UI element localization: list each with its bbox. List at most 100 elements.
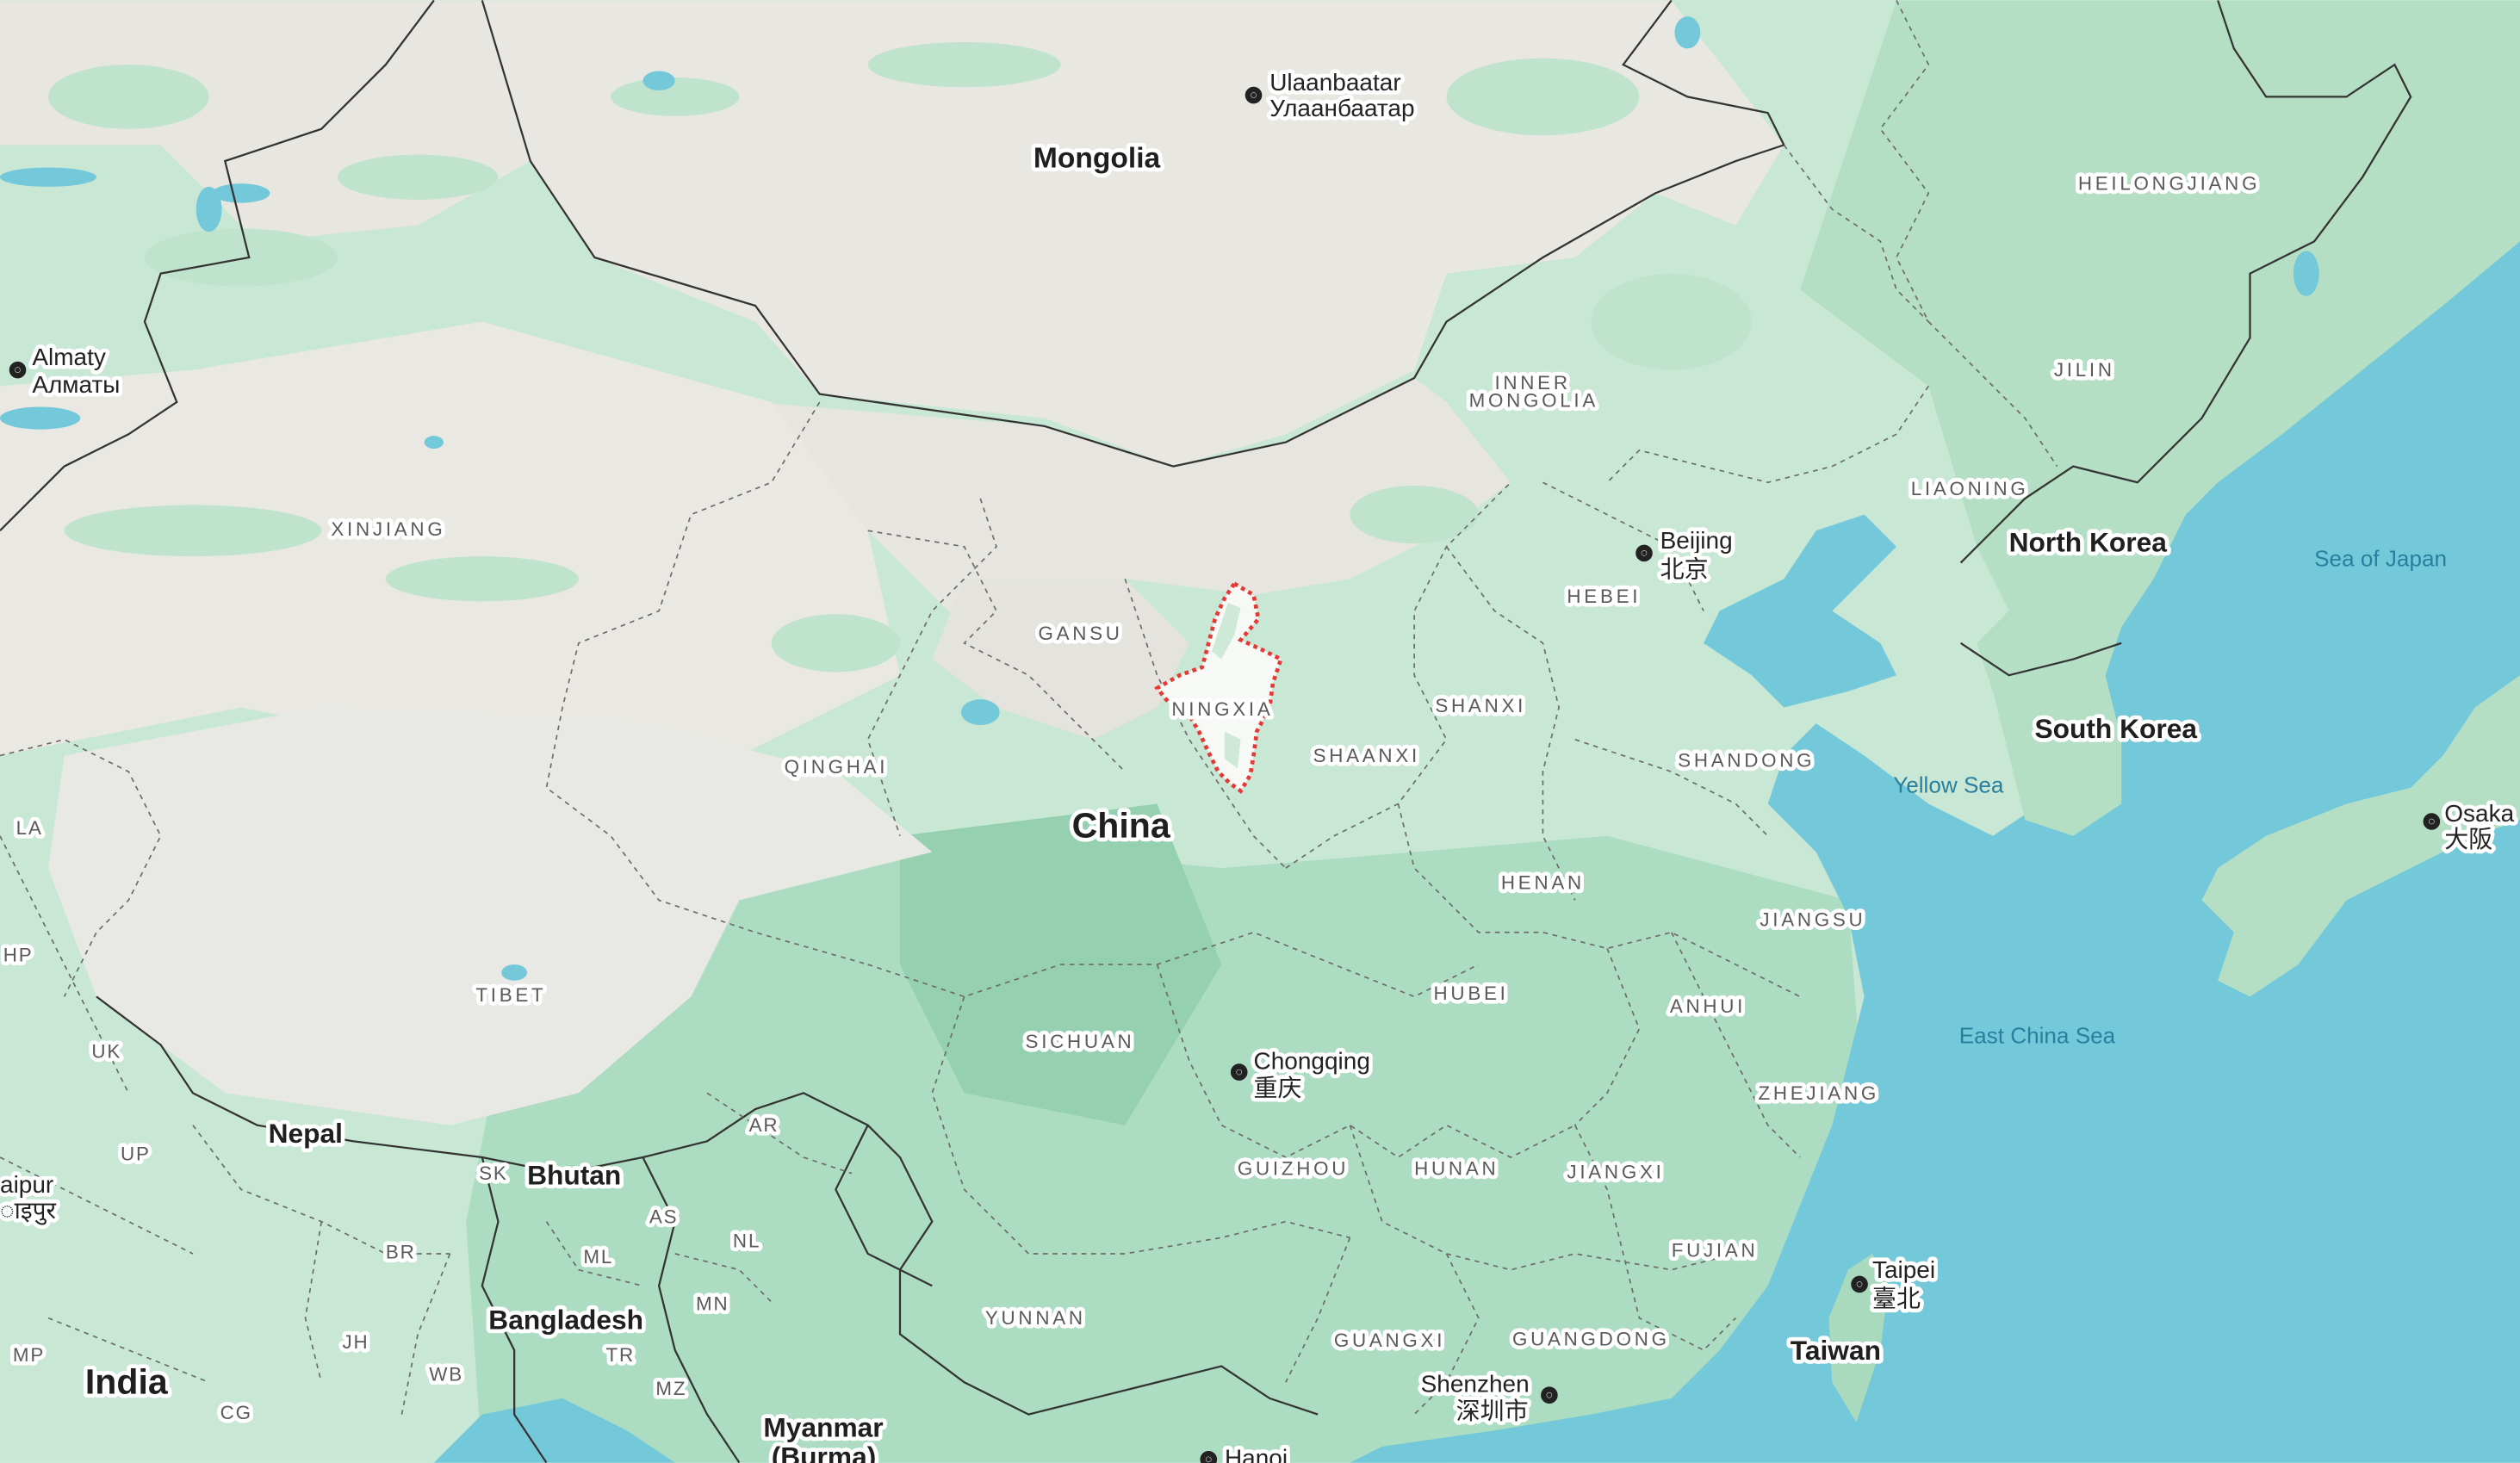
lakes (0, 16, 2319, 981)
hanoi-marker (1200, 1451, 1218, 1463)
label-shenzhen: Shenzhen (1421, 1370, 1530, 1397)
label-sea-of-japan: Sea of Japan (2314, 545, 2447, 571)
label-qinghai: QINGHAI (785, 756, 889, 778)
land-south-vegetation (466, 835, 1865, 1463)
label-henan: HENAN (1501, 871, 1585, 893)
label-guizhou: GUIZHOU (1238, 1158, 1349, 1180)
label-mp: MP (13, 1344, 45, 1366)
label-cg: CG (220, 1402, 252, 1423)
label-chongqing-local: 重庆 (1254, 1075, 1302, 1101)
label-liaoning: LIAONING (1911, 478, 2029, 499)
desert-gansu (932, 579, 1189, 740)
taipei-marker (1851, 1275, 1868, 1293)
label-ml: ML (583, 1246, 613, 1268)
label-uk: UK (91, 1040, 121, 1062)
label-jaipur: aipur (0, 1171, 53, 1198)
label-jaipur-local: ाइपुर (0, 1197, 57, 1225)
bohai-sea (1704, 514, 1896, 708)
label-jilin: JILIN (2054, 359, 2115, 381)
label-fujian: FUJIAN (1672, 1240, 1759, 1262)
label-shaanxi: SHAANXI (1313, 745, 1420, 766)
desert-tibet (47, 707, 933, 1125)
taiwan-island (1828, 1253, 1889, 1423)
label-jiangsu: JIANGSU (1760, 908, 1865, 930)
label-osaka: Osaka (2444, 800, 2514, 827)
ulaanbaatar-marker (1244, 86, 1263, 104)
desert-xinjiang (0, 321, 900, 756)
label-india: India (85, 1361, 169, 1401)
korean-peninsula (1977, 466, 2186, 836)
label-sk: SK (479, 1162, 508, 1184)
label-hp: HP (3, 944, 34, 965)
label-myanmar-line2: (Burma) (772, 1441, 877, 1463)
label-mn: MN (696, 1293, 729, 1314)
desert-mongolia-gobi (481, 0, 1784, 467)
label-guangxi: GUANGXI (1334, 1330, 1445, 1351)
label-shandong: SHANDONG (1678, 750, 1815, 772)
label-taiwan: Taiwan (1791, 1335, 1881, 1366)
label-shanxi: SHANXI (1435, 695, 1526, 716)
label-yellow-sea: Yellow Sea (1893, 772, 2004, 797)
label-jiangxi: JIANGXI (1567, 1161, 1664, 1182)
label-chongqing: Chongqing (1254, 1047, 1370, 1074)
label-beijing: Beijing (1660, 527, 1733, 554)
shenzhen-marker (1541, 1386, 1558, 1404)
chongqing-marker (1230, 1063, 1248, 1081)
label-hebei: HEBEI (1567, 586, 1641, 607)
label-bhutan: Bhutan (527, 1160, 621, 1191)
international-borders (0, 0, 2412, 1463)
province-borders (0, 0, 2058, 1416)
label-hunan: HUNAN (1414, 1158, 1499, 1180)
label-hubei: HUBEI (1434, 983, 1509, 1004)
label-almaty-local: Алматы (32, 371, 120, 398)
city-labels: Ulaanbaatar Улаанбаатар Almaty Алматы Be… (0, 65, 2518, 1463)
label-ulaanbaatar: Ulaanbaatar (1269, 69, 1400, 96)
label-anhui: ANHUI (1670, 995, 1746, 1017)
bay-of-bengal (433, 1398, 675, 1463)
label-xinjiang: XINJIANG (331, 518, 445, 540)
label-inner-mongolia-line2: MONGOLIA (1469, 390, 1598, 412)
label-nepal: Nepal (269, 1118, 343, 1149)
label-beijing-local: 北京 (1660, 555, 1709, 582)
label-tibet: TIBET (475, 984, 546, 1006)
label-north-korea: North Korea (2009, 527, 2168, 558)
label-zhejiang: ZHEJIANG (1758, 1082, 1879, 1104)
desert-inner-mongolia (755, 377, 1511, 643)
ningxia-highlight[interactable] (1154, 580, 1284, 794)
label-china: China (1072, 806, 1171, 846)
label-osaka-local: 大阪 (2444, 826, 2492, 852)
label-tr: TR (606, 1344, 636, 1366)
province-labels: HEILONGJIANG JILIN LIAONING INNER MONGOL… (0, 169, 2261, 1428)
vegetation-patches (47, 41, 1753, 673)
label-south-korea: South Korea (2034, 713, 2197, 744)
beijing-marker (1636, 544, 1653, 562)
ningxia-south-green (1224, 731, 1241, 769)
label-sichuan: SICHUAN (1026, 1031, 1135, 1052)
label-ulaanbaatar-local: Улаанбаатар (1269, 95, 1414, 121)
almaty-marker (9, 361, 27, 379)
label-taipei: Taipei (1872, 1256, 1935, 1283)
label-gansu: GANSU (1038, 623, 1122, 644)
label-mz: MZ (655, 1378, 686, 1399)
label-shenzhen-local: 深圳市 (1456, 1398, 1529, 1424)
label-as: AS (649, 1206, 679, 1228)
label-bangladesh: Bangladesh (488, 1305, 643, 1336)
label-up: UP (121, 1144, 151, 1165)
label-taipei-local: 臺北 (1872, 1286, 1921, 1312)
label-wb: WB (429, 1363, 463, 1385)
osaka-marker (2423, 813, 2441, 830)
label-inner-mongolia-line1: INNER (1494, 372, 1570, 394)
label-hanoi: Hanoi (1225, 1444, 1288, 1463)
ningxia-inner-green (1212, 603, 1241, 660)
label-nl: NL (733, 1231, 760, 1252)
label-ningxia: NINGXIA (1171, 698, 1273, 720)
japan (2201, 675, 2520, 997)
label-yunnan: YUNNAN (985, 1307, 1086, 1329)
label-guangdong: GUANGDONG (1512, 1328, 1670, 1349)
ocean (1350, 241, 2520, 1463)
label-br: BR (386, 1242, 416, 1263)
label-heilongjiang: HEILONGJIANG (2078, 173, 2260, 195)
city-markers (9, 86, 2441, 1463)
label-east-china-sea: East China Sea (1959, 1023, 2116, 1049)
